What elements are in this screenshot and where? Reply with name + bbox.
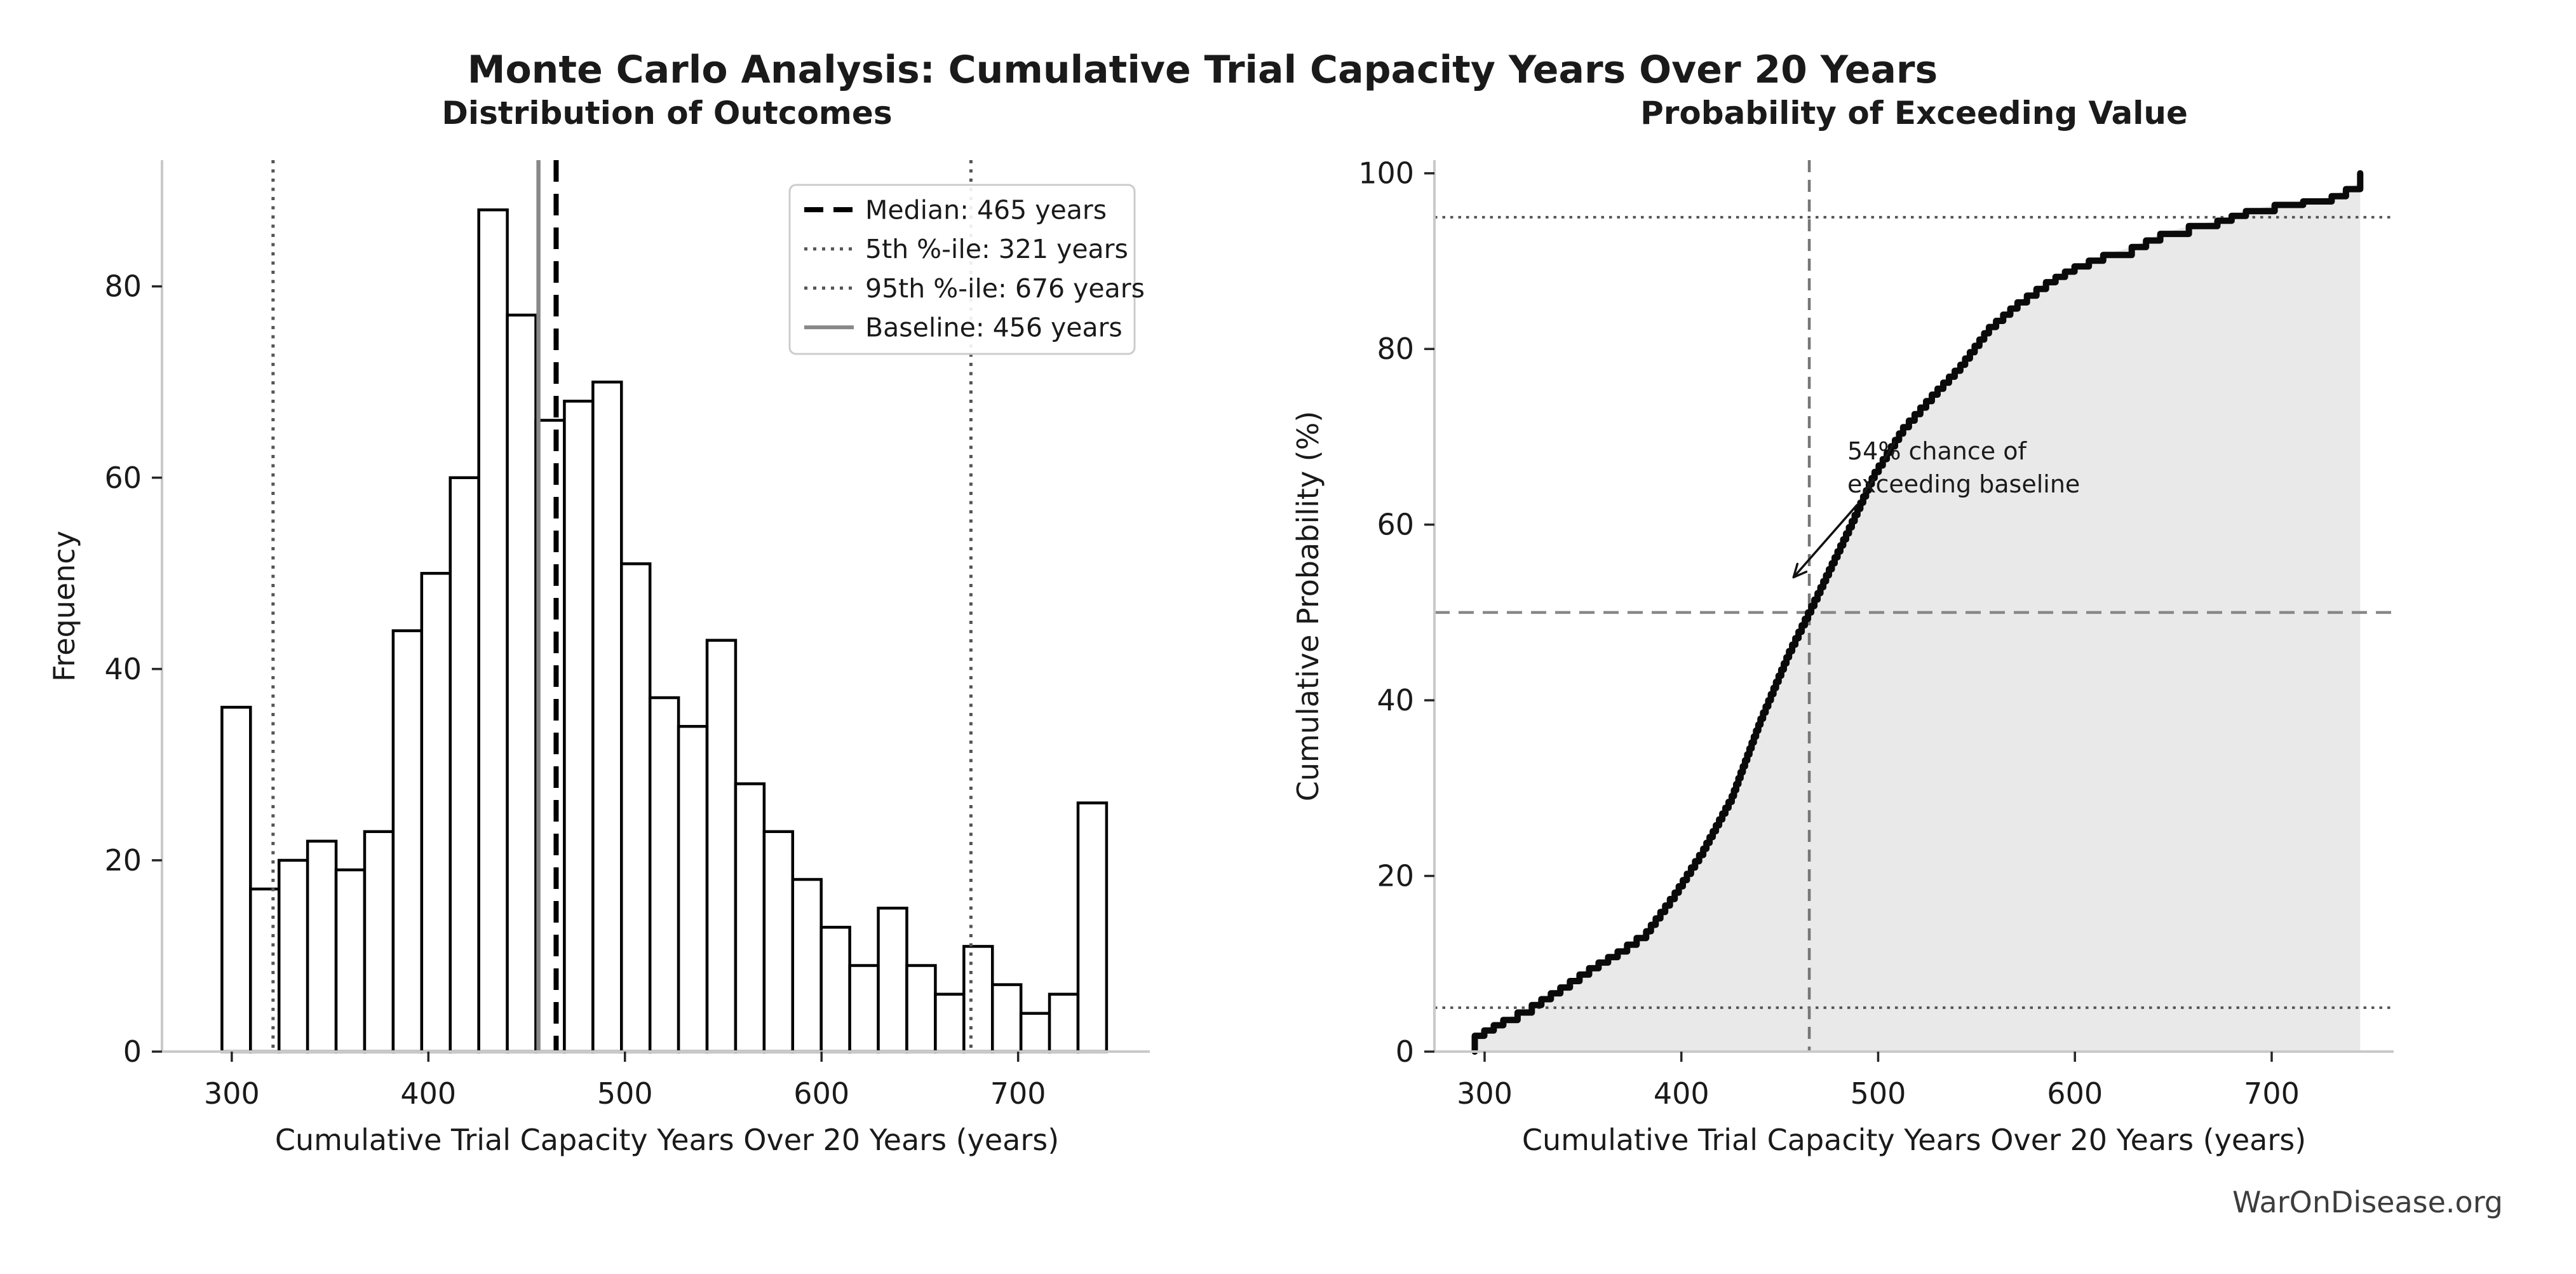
histogram-bar xyxy=(905,964,937,1054)
x-tick-label: 400 xyxy=(400,1076,456,1111)
cdf-curve xyxy=(1471,170,2364,1055)
histogram-plot: 300 400 500 600 700 0 20 40 60 80 xyxy=(104,160,1150,1111)
histogram-bar xyxy=(762,830,795,1054)
x-tick-label: 500 xyxy=(1851,1076,1906,1111)
x-tick-label: 300 xyxy=(204,1076,260,1111)
left-y-axis-label: Frequency xyxy=(47,531,81,682)
y-tick-label: 0 xyxy=(123,1034,142,1069)
annotation-line2: exceeding baseline xyxy=(1847,470,2080,498)
y-tick-label: 40 xyxy=(1377,683,1414,717)
histogram-bar xyxy=(819,926,851,1054)
histogram-bar xyxy=(934,993,966,1054)
y-tick-label: 20 xyxy=(1377,859,1414,893)
watermark: WarOnDisease.org xyxy=(2232,1185,2503,1219)
histogram-bars xyxy=(220,208,1109,1054)
legend-label: Baseline: 456 years xyxy=(865,313,1123,343)
y-tick-label: 80 xyxy=(104,269,142,304)
histogram-bar xyxy=(477,208,509,1054)
left-chart-title: Distribution of Outcomes xyxy=(442,95,892,132)
legend-label: Median: 465 years xyxy=(865,195,1107,226)
cdf-plot: 300 400 500 600 700 0 20 40 60 80 100 xyxy=(1358,156,2394,1111)
annotation-line1: 54% chance of xyxy=(1847,437,2027,465)
arrow-shaft xyxy=(1792,503,1859,578)
histogram-bar xyxy=(506,313,537,1054)
y-tick-label: 20 xyxy=(104,843,142,878)
histogram-bar xyxy=(220,705,252,1054)
y-tick-label: 60 xyxy=(104,461,142,495)
histogram-bar xyxy=(620,562,652,1054)
arrow-head xyxy=(1792,562,1799,579)
histogram-bar xyxy=(591,380,623,1054)
histogram-bar xyxy=(1048,993,1080,1054)
histogram-bar xyxy=(249,887,281,1054)
histogram-bar xyxy=(877,906,908,1054)
histogram-bar xyxy=(420,572,452,1054)
histogram-bar xyxy=(391,629,424,1054)
y-tick-label: 0 xyxy=(1396,1034,1414,1069)
histogram-bar xyxy=(448,476,480,1054)
histogram-bar xyxy=(363,830,395,1054)
main-title: Monte Carlo Analysis: Cumulative Trial C… xyxy=(468,48,1938,92)
histogram-bar xyxy=(962,945,994,1054)
y-tick-label: 60 xyxy=(1377,508,1414,542)
x-tick-label: 400 xyxy=(1654,1076,1709,1111)
y-tick-label: 80 xyxy=(1377,332,1414,366)
right-x-axis-label: Cumulative Trial Capacity Years Over 20 … xyxy=(1522,1123,2306,1157)
legend: Median: 465 years 5th %-ile: 321 years 95t… xyxy=(788,184,1145,355)
legend-label: 5th %-ile: 321 years xyxy=(865,234,1128,264)
histogram-bar xyxy=(848,964,880,1054)
right-chart-title: Probability of Exceeding Value xyxy=(1640,95,2188,132)
right-y-axis-label: Cumulative Probability (%) xyxy=(1291,411,1325,802)
legend-box xyxy=(788,184,1136,355)
left-x-axis-label: Cumulative Trial Capacity Years Over 20 … xyxy=(275,1123,1059,1157)
x-tick-label: 600 xyxy=(2047,1076,2103,1111)
histogram-bar xyxy=(1019,1012,1051,1054)
y-tick-label: 40 xyxy=(104,652,142,686)
arrow-head xyxy=(1792,571,1808,579)
histogram-bar xyxy=(648,696,680,1054)
histogram-bar xyxy=(734,782,766,1054)
legend-label: 95th %-ile: 676 years xyxy=(865,273,1145,304)
x-tick-label: 700 xyxy=(990,1076,1046,1111)
histogram-bar xyxy=(277,858,309,1054)
x-tick-label: 600 xyxy=(793,1076,849,1111)
histogram-bar xyxy=(677,724,709,1054)
histogram-bar xyxy=(563,400,595,1054)
histogram-bar xyxy=(306,839,338,1054)
x-tick-label: 500 xyxy=(597,1076,653,1111)
histogram-bar xyxy=(705,639,738,1054)
annotation-arrow-icon xyxy=(1792,503,1859,579)
annotation: 54% chance of exceeding baseline xyxy=(1792,437,2080,579)
y-tick-label: 100 xyxy=(1358,156,1414,191)
x-tick-label: 300 xyxy=(1457,1076,1513,1111)
histogram-bar xyxy=(1076,801,1109,1054)
histogram-bar xyxy=(791,878,823,1054)
histogram-bar xyxy=(990,983,1023,1054)
histogram-bar xyxy=(334,868,367,1054)
x-tick-label: 700 xyxy=(2244,1076,2300,1111)
